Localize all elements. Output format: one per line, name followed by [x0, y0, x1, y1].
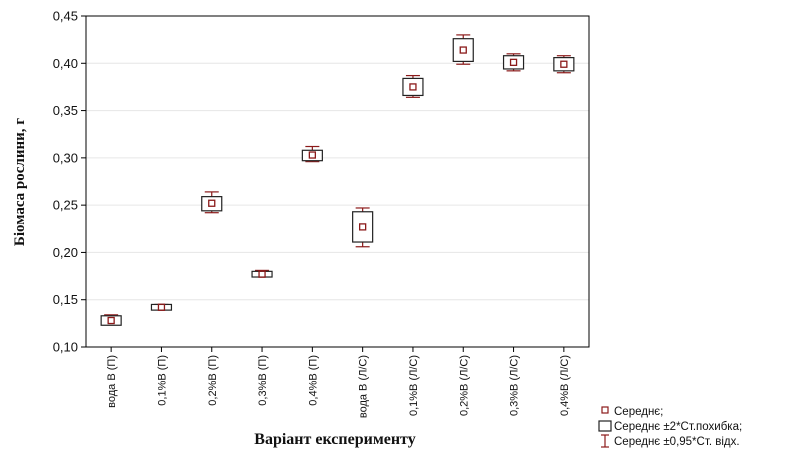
legend-box-label: Середнє ±2*Ст.похибка;: [614, 421, 742, 433]
data-layer: [100, 34, 575, 326]
grid-lines: [86, 62, 589, 301]
mean-marker: [409, 83, 417, 91]
stderr-box: [301, 149, 323, 162]
x-tick-label: 0,3%В (Л/С): [509, 355, 521, 416]
plot-frame: [85, 15, 590, 348]
mean-marker: [358, 223, 367, 231]
y-tick-label: 0,25: [53, 198, 78, 213]
x-tick-label: 0,3%В (П): [257, 355, 269, 406]
x-tick-label: 0,2%В (П): [207, 355, 219, 406]
category-group: [402, 74, 424, 98]
stderr-box: [100, 315, 122, 326]
legend-whisker-label: Середнє ±0,95*Ст. відх.: [614, 436, 740, 448]
stderr-box: [452, 38, 474, 62]
x-tick-label: 0,4%В (Л/С): [559, 355, 571, 416]
category-group: [100, 314, 122, 326]
category-group: [452, 34, 474, 65]
mean-marker: [107, 316, 115, 325]
stderr-box: [502, 55, 525, 70]
x-tick-label: вода В (П): [106, 355, 118, 408]
mean-marker: [157, 303, 166, 311]
stderr-box: [150, 303, 173, 311]
x-tick-label: 0,4%В (П): [307, 355, 319, 406]
legend-mean-marker: [601, 406, 609, 414]
y-tick-label: 0,40: [53, 56, 78, 71]
legend: Середнє; Середнє ±2*Ст.похибка; Середнє …: [598, 406, 742, 448]
y-tick-label: 0,10: [53, 340, 78, 355]
category-group: [150, 303, 173, 311]
category-group: [553, 55, 575, 74]
category-group: [352, 207, 374, 248]
x-tick-label: 0,2%В (Л/С): [458, 355, 470, 416]
stderr-box: [402, 77, 424, 97]
x-axis-ticks: вода В (П) 0,1%В (П) 0,2%В (П) 0,3%В (П) 0,4…: [106, 347, 571, 418]
mean-marker: [509, 58, 518, 66]
stderr-box: [352, 211, 374, 243]
legend-box-marker: [598, 420, 612, 432]
x-tick-label: 0,1%В (П): [156, 355, 168, 406]
category-group: [301, 145, 323, 163]
y-tick-label: 0,20: [53, 245, 78, 260]
mean-marker: [459, 46, 467, 54]
stderr-box: [201, 196, 223, 212]
x-axis-title: Варіант експерименту: [254, 431, 415, 448]
y-tick-label: 0,45: [53, 9, 78, 24]
stderr-box: [251, 270, 273, 278]
y-axis-ticks: 0,10 0,15 0,20 0,25 0,30 0,35 0,40 0,45: [53, 9, 86, 355]
y-tick-label: 0,15: [53, 292, 78, 307]
y-tick-label: 0,30: [53, 150, 78, 165]
stderr-box: [553, 57, 575, 72]
mean-marker: [208, 199, 216, 207]
x-tick-label: вода В (Л/С): [358, 355, 370, 418]
mean-marker: [258, 270, 266, 278]
category-group: [251, 269, 273, 278]
category-group: [502, 53, 525, 72]
y-tick-label: 0,35: [53, 103, 78, 118]
category-group: [201, 191, 223, 214]
mean-marker: [560, 60, 568, 68]
legend-mean-label: Середнє;: [614, 406, 663, 418]
mean-marker: [308, 151, 317, 159]
y-axis-title: Біомаса рослини, г: [12, 118, 28, 246]
x-tick-label: 0,1%В (Л/С): [408, 355, 420, 416]
